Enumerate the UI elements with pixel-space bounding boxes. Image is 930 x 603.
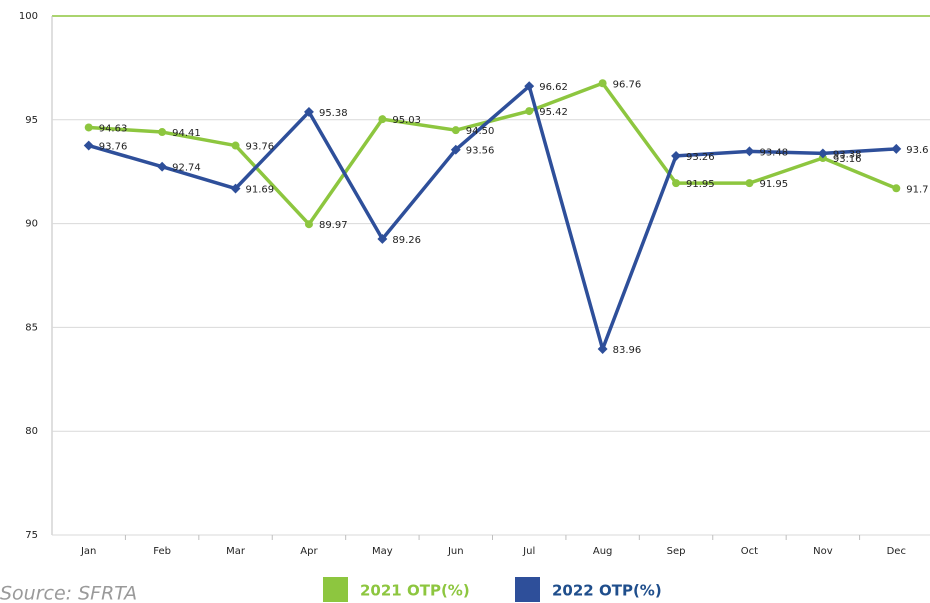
point-marker (378, 115, 387, 124)
x-tick-label: Dec (887, 546, 906, 557)
data-label: 94.41 (172, 128, 201, 139)
series-line (88, 81, 897, 226)
data-label: 93.76 (246, 142, 275, 153)
point-marker (377, 234, 388, 244)
point-marker (892, 184, 901, 193)
data-label: 89.26 (392, 235, 421, 246)
point-marker (230, 183, 241, 194)
point-marker (231, 141, 240, 150)
x-tick-label: Nov (813, 546, 833, 557)
point-marker (671, 150, 681, 161)
data-label: 94.63 (99, 123, 128, 134)
data-label: 93.38 (833, 149, 862, 160)
point-marker (672, 179, 681, 188)
x-tick-label: Mar (226, 546, 246, 557)
x-tick-label: Sep (667, 546, 686, 557)
point-marker (158, 128, 167, 137)
point-marker (817, 148, 828, 159)
data-label: 91.95 (759, 179, 788, 190)
data-label: 93.48 (759, 147, 788, 158)
y-tick-label: 85 (25, 322, 38, 333)
y-tick-label: 75 (25, 530, 38, 541)
data-label: 93.26 (686, 152, 715, 163)
data-label: 91.7 (906, 184, 928, 195)
source-note: Source: SFRTA (0, 583, 137, 603)
point-marker (83, 140, 94, 151)
data-label: 93.76 (99, 142, 128, 153)
legend-swatch (323, 577, 348, 602)
data-label: 83.96 (613, 345, 642, 356)
data-label: 93.6 (906, 145, 928, 156)
x-tick-label: Apr (300, 546, 318, 557)
y-tick-label: 100 (19, 11, 38, 22)
x-tick-label: Jan (80, 546, 96, 557)
legend-label: 2022 OTP(%) (552, 582, 662, 600)
point-marker (84, 123, 93, 132)
data-label: 93.16 (833, 154, 862, 165)
data-label: 91.95 (686, 179, 715, 190)
data-label: 95.42 (539, 107, 568, 118)
data-label: 89.97 (319, 220, 348, 231)
y-tick-label: 80 (25, 426, 38, 437)
x-tick-label: Aug (593, 546, 613, 557)
data-label: 94.50 (466, 126, 495, 137)
data-label: 96.62 (539, 82, 568, 93)
series-line (88, 84, 897, 351)
point-marker (597, 344, 608, 354)
point-marker (744, 146, 755, 157)
data-label: 96.76 (613, 79, 642, 90)
point-marker (524, 81, 535, 92)
x-tick-label: Jul (522, 546, 535, 557)
data-label: 92.74 (172, 163, 201, 174)
point-marker (745, 179, 754, 188)
point-marker (891, 143, 902, 154)
legend-label: 2021 OTP(%) (360, 582, 470, 600)
y-tick-label: 90 (25, 219, 38, 230)
x-tick-label: Feb (153, 546, 171, 557)
y-tick-label: 95 (25, 115, 38, 126)
data-label: 93.56 (466, 146, 495, 157)
point-marker (450, 144, 461, 155)
point-marker (598, 79, 607, 88)
point-marker (304, 220, 313, 229)
data-label: 91.69 (246, 185, 275, 196)
x-tick-label: May (372, 546, 393, 557)
x-tick-label: Jun (447, 546, 464, 557)
legend-swatch (515, 577, 540, 602)
data-label: 95.03 (392, 115, 421, 126)
point-marker (157, 161, 168, 172)
point-marker (451, 126, 460, 135)
x-tick-label: Oct (741, 546, 758, 557)
data-label: 95.38 (319, 108, 348, 119)
point-marker (525, 107, 534, 116)
